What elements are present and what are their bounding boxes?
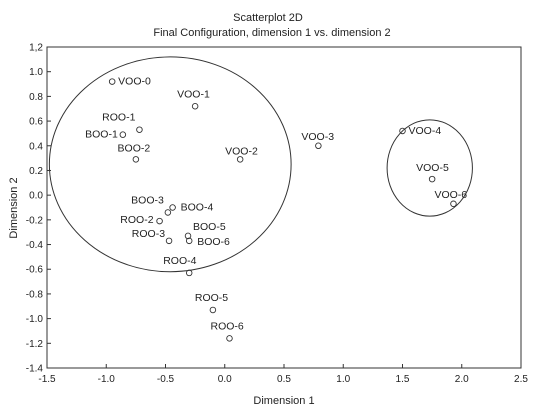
data-point-label: BOO-4	[181, 202, 214, 214]
y-tick-label: -0.4	[26, 240, 44, 251]
y-tick-label: 1,2	[29, 43, 43, 54]
data-point-marker	[315, 142, 322, 150]
x-tick-label: 0.5	[277, 374, 291, 385]
data-point-label: ROO-3	[132, 228, 165, 240]
y-tick-label: -0.8	[26, 289, 44, 300]
data-point-marker	[136, 126, 143, 133]
data-point-label: VOO-5	[416, 162, 449, 174]
x-tick-label: 1.0	[336, 374, 350, 385]
y-tick-label: -1.0	[26, 314, 44, 325]
y-tick-label: 0.6	[29, 117, 43, 128]
data-point-marker	[156, 217, 163, 225]
cluster-ellipses	[48, 56, 473, 273]
x-tick-label: -0.5	[157, 374, 175, 385]
data-point-label: ROO-2	[120, 214, 153, 226]
data-point-label: BOO-3	[131, 194, 164, 206]
data-point-marker	[169, 204, 176, 211]
data-point-label: BOO-6	[197, 236, 230, 248]
data-point-marker	[191, 103, 199, 110]
y-tick-label: 0.8	[29, 92, 43, 103]
data-point-marker	[164, 209, 172, 216]
x-axis-label: Dimension 1	[253, 395, 314, 407]
x-tick-label: 2.5	[514, 374, 528, 385]
data-point-marker	[185, 237, 193, 245]
y-axis: 1,2 1.0 0.8 0.6 0.4 0.2 0.0 -0.2 -0.4 -0.6 -0.8 -1.…	[26, 43, 51, 375]
y-tick-label: -1.4	[26, 364, 44, 375]
data-point-label: VOO-4	[409, 125, 442, 137]
data-point-marker	[428, 175, 436, 183]
x-tick-label: -1.5	[38, 374, 56, 385]
x-tick-label: 2.0	[455, 374, 469, 385]
cluster-ellipse	[48, 56, 292, 273]
data-point-marker	[184, 232, 192, 240]
y-tick-label: 0.0	[29, 191, 43, 202]
data-point-marker	[236, 156, 244, 163]
y-tick-label: -0.6	[26, 265, 44, 276]
plot-frame	[46, 46, 522, 369]
data-point-marker	[108, 78, 116, 85]
data-point-marker	[209, 306, 217, 314]
data-point-marker	[132, 156, 140, 163]
x-tick-label: 0.0	[218, 374, 232, 385]
cluster-ellipse	[386, 119, 473, 217]
data-point-marker	[165, 237, 173, 245]
data-point-label: ROO-5	[195, 292, 228, 304]
x-tick-label: 1.5	[396, 374, 410, 385]
data-point-label: BOO-2	[118, 142, 151, 154]
data-point-label: BOO-5	[193, 221, 226, 233]
data-point-label: VOO-3	[301, 131, 334, 143]
y-axis-label: Dimension 2	[8, 177, 20, 238]
data-point-label: ROO-1	[102, 112, 135, 124]
data-point-label: VOO-1	[177, 88, 210, 100]
data-point-label: VOO-6	[434, 189, 467, 201]
x-axis: -1.5 -1.0 -0.5 0.0 0.5 1.0 1.5 2.0 2.5	[38, 364, 528, 385]
y-tick-label: 0.4	[29, 141, 43, 152]
y-tick-label: 1.0	[29, 67, 43, 78]
data-point-label: BOO-1	[85, 129, 118, 141]
data-point-marker	[226, 335, 233, 342]
y-tick-label: -0.2	[26, 215, 44, 226]
data-point-marker	[399, 127, 406, 135]
data-point-label: VOO-0	[118, 76, 151, 88]
data-point-marker	[450, 200, 457, 208]
y-tick-label: 0.2	[29, 166, 43, 177]
x-tick-label: -1.0	[98, 374, 116, 385]
chart-subtitle: Final Configuration, dimension 1 vs. dim…	[153, 27, 390, 39]
data-point-marker	[185, 269, 193, 277]
y-tick-label: -1.2	[26, 339, 44, 350]
data-point-marker	[119, 131, 127, 138]
data-point-label: ROO-6	[210, 320, 243, 332]
chart-title: Scatterplot 2D	[233, 12, 303, 24]
data-point-label: VOO-2	[225, 145, 258, 157]
data-point-label: ROO-4	[163, 255, 196, 267]
